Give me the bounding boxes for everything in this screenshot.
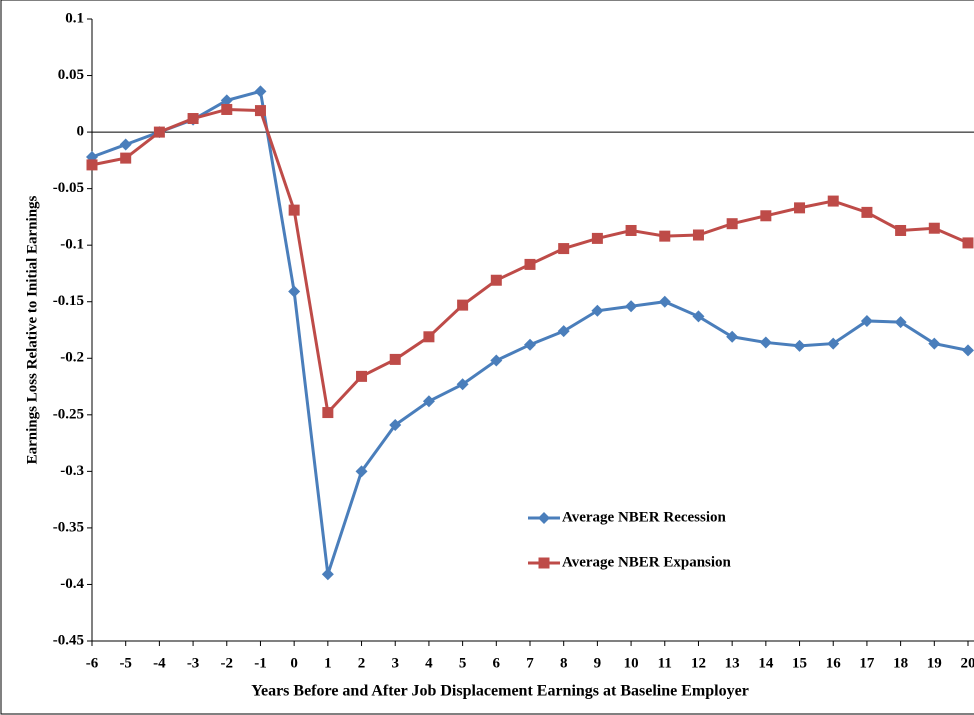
marker: [658, 295, 671, 308]
marker: [861, 206, 873, 218]
y-tick-label: -0.35: [53, 519, 84, 535]
marker: [389, 353, 401, 365]
marker: [625, 300, 638, 313]
x-tick-label: 6: [493, 655, 501, 671]
marker: [726, 330, 739, 343]
y-tick-label: -0.05: [53, 180, 84, 196]
x-tick-label: 20: [961, 655, 974, 671]
marker: [254, 105, 266, 117]
marker: [490, 354, 503, 367]
y-tick-label: -0.45: [53, 632, 84, 648]
marker: [86, 159, 98, 171]
marker: [220, 94, 233, 107]
marker: [928, 222, 940, 234]
x-tick-label: -1: [254, 655, 267, 671]
x-tick-label: 2: [358, 655, 366, 671]
x-tick-label: -4: [153, 655, 166, 671]
marker: [490, 274, 502, 286]
marker: [288, 204, 300, 216]
x-tick-label: 8: [560, 655, 568, 671]
marker: [726, 218, 738, 230]
x-tick-label: -5: [119, 655, 132, 671]
x-tick-label: 12: [691, 655, 706, 671]
y-tick-label: 0.1: [65, 10, 84, 26]
marker: [827, 195, 839, 207]
x-tick-label: -2: [221, 655, 234, 671]
marker: [794, 202, 806, 214]
marker: [457, 299, 469, 311]
marker: [423, 331, 435, 343]
marker: [895, 224, 907, 236]
x-tick-label: 15: [792, 655, 807, 671]
marker: [793, 339, 806, 352]
marker: [120, 152, 132, 164]
y-tick-label: 0.05: [58, 67, 84, 83]
marker: [524, 258, 536, 270]
marker: [538, 512, 550, 524]
marker: [524, 338, 536, 351]
marker: [389, 418, 402, 431]
x-tick-label: 9: [594, 655, 602, 671]
marker: [591, 304, 604, 317]
legend-label: Average NBER Recession: [562, 509, 727, 525]
y-tick-label: -0.25: [53, 406, 84, 422]
x-tick-label: 5: [459, 655, 467, 671]
marker: [625, 224, 637, 236]
x-tick-label: 11: [658, 655, 672, 671]
marker: [962, 237, 974, 249]
marker: [591, 232, 603, 244]
marker: [355, 465, 368, 478]
marker: [221, 103, 233, 115]
x-tick-label: 7: [526, 655, 534, 671]
x-tick-label: 1: [324, 655, 332, 671]
marker: [322, 407, 334, 419]
marker: [928, 337, 941, 350]
marker: [321, 568, 334, 581]
marker: [860, 314, 873, 327]
y-tick-label: -0.3: [60, 463, 84, 479]
marker: [659, 230, 671, 242]
marker: [153, 126, 165, 138]
y-axis-label: Earnings Loss Relative to Initial Earnin…: [24, 195, 40, 464]
x-axis-label: Years Before and After Job Displacement …: [251, 683, 749, 700]
marker: [422, 395, 435, 408]
y-tick-label: -0.1: [60, 237, 84, 253]
x-tick-label: 17: [859, 655, 875, 671]
marker: [119, 138, 132, 151]
x-tick-label: 19: [927, 655, 942, 671]
marker: [356, 370, 368, 382]
x-tick-label: 4: [425, 655, 433, 671]
marker: [558, 243, 570, 255]
marker: [692, 229, 704, 241]
x-tick-label: 13: [725, 655, 740, 671]
legend-label: Average NBER Expansion: [562, 554, 732, 570]
marker: [538, 557, 550, 569]
marker: [827, 337, 840, 350]
marker: [187, 113, 199, 125]
marker: [692, 310, 705, 323]
x-tick-label: 0: [290, 655, 298, 671]
marker: [254, 85, 267, 98]
marker: [557, 325, 570, 338]
x-tick-label: 14: [758, 655, 774, 671]
marker: [894, 316, 907, 329]
marker: [288, 285, 301, 298]
x-tick-label: 18: [893, 655, 908, 671]
y-tick-label: 0: [77, 124, 85, 140]
x-tick-label: 3: [391, 655, 399, 671]
x-tick-label: -3: [187, 655, 200, 671]
marker: [760, 210, 772, 222]
marker: [759, 336, 772, 349]
x-tick-label: -6: [86, 655, 99, 671]
y-tick-label: -0.2: [60, 350, 84, 366]
marker: [962, 344, 974, 357]
x-tick-label: 10: [624, 655, 639, 671]
y-tick-label: -0.4: [60, 576, 84, 592]
y-tick-label: -0.15: [53, 293, 84, 309]
marker: [456, 378, 469, 391]
x-tick-label: 16: [826, 655, 842, 671]
